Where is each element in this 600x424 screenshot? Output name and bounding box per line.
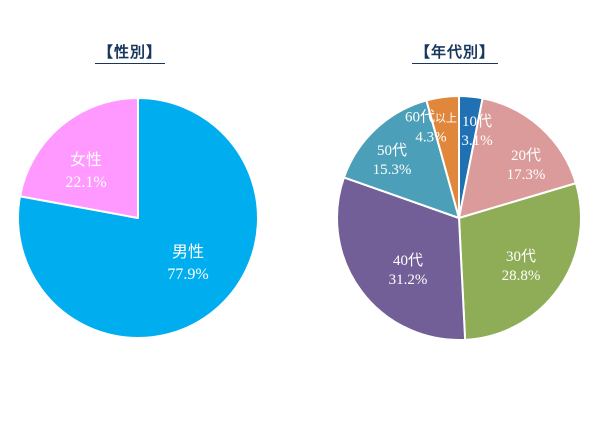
gender-chart-title: 【性別】 bbox=[94, 41, 166, 64]
pie-slice-1-1 bbox=[458, 97, 577, 219]
pie-slice-1-5 bbox=[425, 95, 460, 219]
age-chart-title: 【年代別】 bbox=[411, 41, 499, 64]
pie-slice-1-3 bbox=[336, 176, 467, 341]
pie-slice-0-1 bbox=[18, 97, 139, 219]
pie-slice-1-2 bbox=[458, 182, 582, 341]
pie-slice-1-4 bbox=[342, 99, 460, 219]
